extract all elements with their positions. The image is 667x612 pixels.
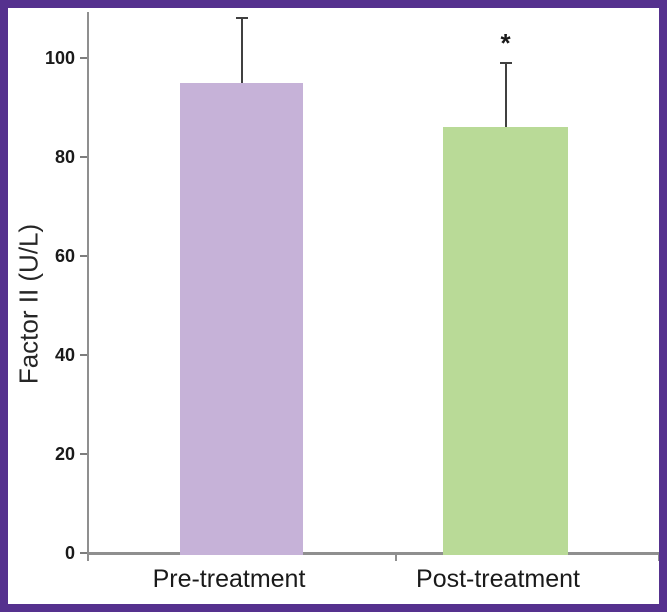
x-tick-mark — [395, 552, 397, 561]
y-tick-label: 80 — [54, 147, 75, 167]
y-tick-label: 0 — [64, 543, 75, 563]
y-tick-label: 40 — [54, 345, 75, 365]
bar-post-treatment — [443, 127, 568, 555]
x-tick-mark — [87, 552, 89, 561]
x-tick-mark — [658, 552, 659, 561]
y-tick-mark — [80, 552, 87, 554]
error-bar — [240, 18, 243, 83]
x-category-label: Post-treatment — [416, 565, 580, 593]
x-category-label: Pre-treatment — [152, 565, 306, 593]
error-bar-cap — [499, 61, 512, 64]
error-bar-cap — [235, 17, 248, 20]
bar-chart: Factor II (U/L) 0 20 40 60 80 100 Pre-treatme… — [8, 8, 659, 604]
error-bar — [504, 62, 507, 128]
y-axis-line — [87, 12, 89, 555]
bar-pre-treatment — [180, 82, 303, 555]
x-axis-line — [87, 552, 659, 555]
y-tick-mark — [80, 354, 87, 356]
y-tick-mark — [80, 57, 87, 59]
y-tick-mark — [80, 255, 87, 257]
y-tick-mark — [80, 453, 87, 455]
y-tick-label: 100 — [44, 48, 75, 68]
y-tick-label: 60 — [54, 246, 75, 266]
y-tick-label: 20 — [54, 444, 75, 464]
significance-asterisk: * — [500, 27, 511, 58]
y-tick-mark — [80, 156, 87, 158]
